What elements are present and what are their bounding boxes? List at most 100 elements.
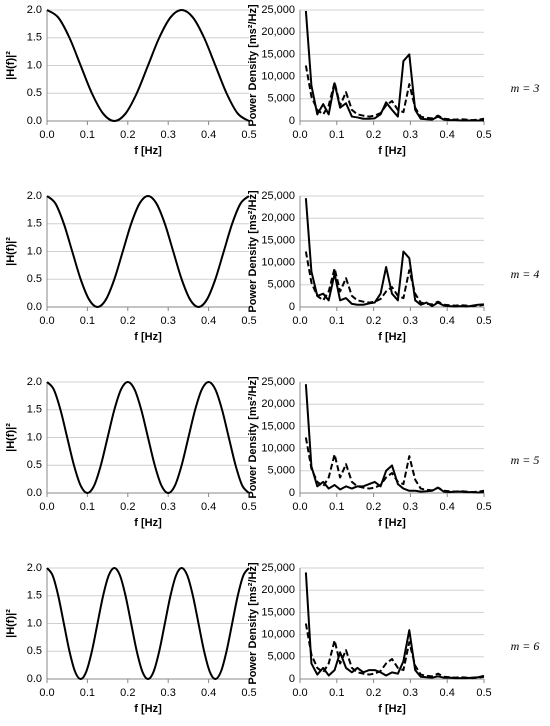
x-tick-label: 0.3 [403,129,418,141]
x-tick-label: 0.5 [241,315,256,327]
y-tick-label: 1.5 [27,32,42,44]
y-tick-label: 0 [289,673,295,685]
line [304,10,484,122]
x-tick-label: 0.0 [39,315,54,327]
y-tick-label: 20,000 [261,212,295,224]
annotation: m = 5 [511,453,540,467]
x-axis-title: f [Hz] [134,517,162,529]
y-tick-label: 25,000 [261,4,295,16]
y-axis-title: Power Density [ms²/Hz] [247,562,259,685]
x-tick-label: 0.2 [120,129,135,141]
y-tick-label: 1.0 [27,617,42,629]
x-tick-label: 0.4 [440,501,455,513]
x-tick-label: 0.2 [120,501,135,513]
x-tick-label: 0.2 [120,315,135,327]
x-tick-label: 0.0 [39,501,54,513]
dashed-line [304,437,485,494]
x-tick-label: 0.2 [366,129,381,141]
x-tick-label: 0.0 [39,687,54,699]
x-tick-label: 0.4 [440,687,455,699]
annotation: m = 4 [511,267,540,281]
dashed-line [304,251,485,308]
x-tick-label: 0.5 [476,501,491,513]
y-tick-label: 5,000 [267,93,295,105]
x-tick-label: 0.3 [403,501,418,513]
x-axis-title: f [Hz] [378,331,406,343]
x-tick-label: 0.1 [329,315,344,327]
x-tick-label: 0.4 [201,129,216,141]
x-axis-title: f [Hz] [378,517,406,529]
y-tick-label: 0.5 [27,273,42,285]
y-tick-label: 20,000 [261,584,295,596]
x-tick-label: 0.2 [366,687,381,699]
x-tick-label: 0.0 [292,501,307,513]
y-tick-label: 5,000 [267,465,295,477]
y-tick-label: 25,000 [261,376,295,388]
y-axis-title: |H(f)|² [5,609,17,638]
x-tick-label: 0.2 [366,315,381,327]
x-tick-label: 0.1 [329,501,344,513]
y-axis-title: |H(f)|² [5,237,17,266]
x-tick-label: 0.0 [292,315,307,327]
y-tick-label: 0.5 [27,459,42,471]
y-tick-label: 2.0 [27,562,42,574]
y-tick-label: 1.0 [27,431,42,443]
y-axis-title: Power Density [ms²/Hz] [247,376,259,499]
x-tick-label: 0.2 [366,501,381,513]
x-tick-label: 0.1 [80,501,95,513]
y-tick-label: 15,000 [261,606,295,618]
y-axis-title: Power Density [ms²/Hz] [247,190,259,313]
x-axis-title: f [Hz] [134,145,162,157]
y-tick-label: 5,000 [267,279,295,291]
y-tick-label: 2.0 [27,376,42,388]
x-axis-title: f [Hz] [378,145,406,157]
x-tick-label: 0.0 [39,129,54,141]
x-axis-title: f [Hz] [134,331,162,343]
y-axis-title: |H(f)|² [5,423,17,452]
y-tick-label: 15,000 [261,234,295,246]
y-tick-label: 15,000 [261,420,295,432]
x-tick-label: 0.2 [120,687,135,699]
x-tick-label: 0.0 [292,129,307,141]
x-tick-label: 0.4 [440,315,455,327]
y-tick-label: 0.0 [27,301,42,313]
x-tick-label: 0.4 [201,687,216,699]
y-tick-label: 0.0 [27,673,42,685]
line [304,198,485,308]
y-tick-label: 0.0 [27,115,42,127]
x-tick-label: 0.3 [161,501,176,513]
y-tick-label: 2.0 [27,4,42,16]
y-tick-label: 15,000 [261,48,295,60]
y-tick-label: 5,000 [267,651,295,663]
x-tick-label: 0.5 [476,687,491,699]
x-axis-title: f [Hz] [134,703,162,715]
y-tick-label: 1.0 [27,245,42,257]
x-tick-label: 0.4 [201,315,216,327]
x-tick-label: 0.5 [241,129,256,141]
x-tick-label: 0.5 [241,501,256,513]
x-tick-label: 0.5 [476,315,491,327]
x-tick-label: 0.3 [161,687,176,699]
x-tick-label: 0.3 [161,315,176,327]
y-axis-title: |H(f)|² [5,51,17,80]
annotation: m = 3 [511,81,540,95]
y-tick-label: 0.5 [27,87,42,99]
line [304,572,485,680]
y-tick-label: 1.5 [27,590,42,602]
line [46,567,250,680]
y-tick-label: 1.0 [27,59,42,71]
y-axis-title: Power Density [ms²/Hz] [247,4,259,127]
x-tick-label: 0.3 [161,129,176,141]
dashed-line [304,65,485,122]
y-tick-label: 10,000 [261,629,295,641]
line [46,9,250,122]
x-tick-label: 0.3 [403,687,418,699]
y-tick-label: 0.0 [27,487,42,499]
line [46,381,250,494]
annotation: m = 6 [511,639,540,653]
y-tick-label: 2.0 [27,190,42,202]
y-tick-label: 1.5 [27,218,42,230]
y-tick-label: 0 [289,301,295,313]
line [304,384,485,494]
